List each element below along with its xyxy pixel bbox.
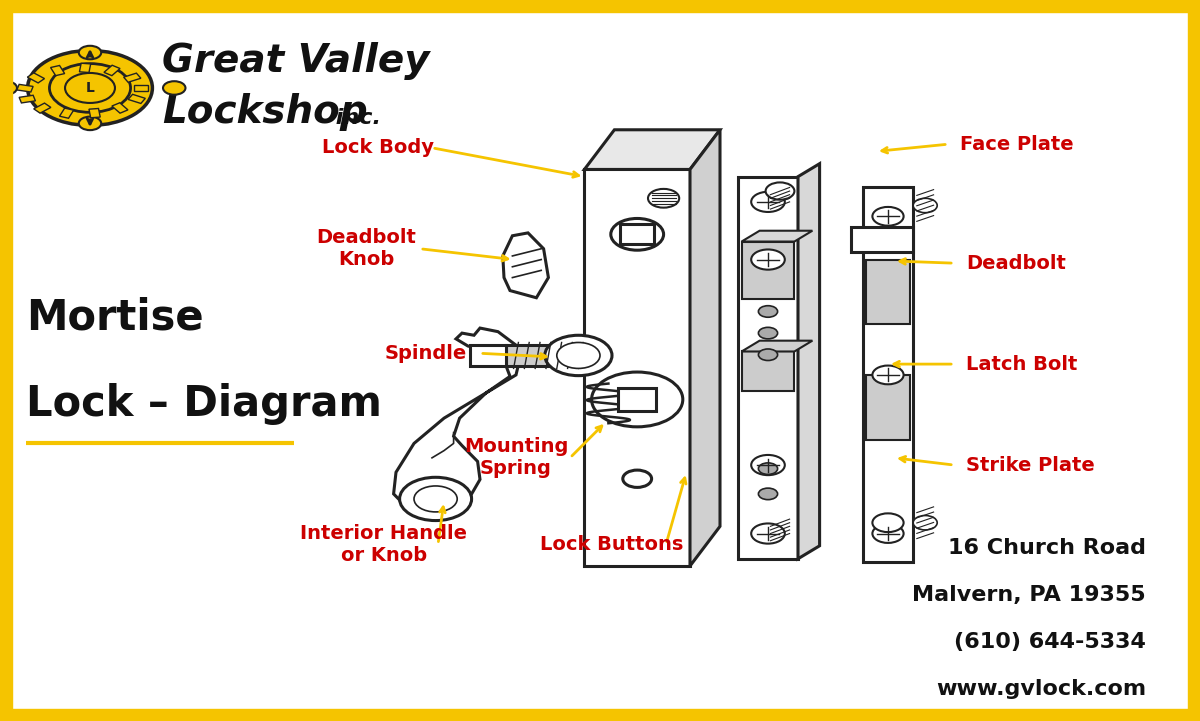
Circle shape <box>758 463 778 474</box>
Circle shape <box>557 342 600 368</box>
Bar <box>134 85 149 91</box>
Bar <box>863 187 913 562</box>
Circle shape <box>758 488 778 500</box>
Bar <box>28 73 44 83</box>
Circle shape <box>623 470 652 487</box>
Text: Interior Handle
or Knob: Interior Handle or Knob <box>300 524 468 565</box>
Text: Spindle: Spindle <box>385 344 467 363</box>
Polygon shape <box>690 130 720 566</box>
Bar <box>851 227 913 252</box>
Bar <box>104 65 120 76</box>
Bar <box>620 224 654 244</box>
Circle shape <box>766 182 794 200</box>
Polygon shape <box>742 341 812 352</box>
Text: Deadbolt: Deadbolt <box>966 254 1066 273</box>
Text: Deadbolt
Knob: Deadbolt Knob <box>316 229 416 269</box>
Circle shape <box>49 63 131 112</box>
Circle shape <box>545 335 612 376</box>
Circle shape <box>611 218 664 250</box>
Bar <box>742 242 794 299</box>
Bar <box>738 177 798 559</box>
Circle shape <box>648 189 679 208</box>
Circle shape <box>414 486 457 512</box>
Bar <box>128 94 145 103</box>
Bar <box>124 73 140 82</box>
Circle shape <box>872 513 904 532</box>
Bar <box>50 66 65 76</box>
Text: Lockshop: Lockshop <box>162 93 367 131</box>
Circle shape <box>65 73 115 103</box>
Bar <box>112 103 128 113</box>
Circle shape <box>0 81 17 94</box>
Text: L: L <box>85 81 95 95</box>
Circle shape <box>913 516 937 530</box>
Circle shape <box>872 207 904 226</box>
Circle shape <box>758 306 778 317</box>
Circle shape <box>400 477 472 521</box>
Circle shape <box>758 349 778 360</box>
Bar <box>742 352 794 391</box>
Bar <box>866 375 910 440</box>
Text: Mortise: Mortise <box>26 296 204 338</box>
Bar <box>89 108 101 118</box>
Circle shape <box>79 117 101 130</box>
Polygon shape <box>503 233 548 298</box>
Polygon shape <box>742 231 812 242</box>
Circle shape <box>79 46 101 59</box>
Circle shape <box>592 372 683 427</box>
Bar <box>17 84 34 92</box>
Circle shape <box>751 455 785 475</box>
Text: Latch Bolt: Latch Bolt <box>966 355 1078 373</box>
Circle shape <box>751 249 785 270</box>
Text: Strike Plate: Strike Plate <box>966 456 1094 474</box>
Text: Face Plate: Face Plate <box>960 135 1074 154</box>
Text: inc.: inc. <box>328 107 380 128</box>
Circle shape <box>751 192 785 212</box>
Text: Lock Buttons: Lock Buttons <box>540 535 684 554</box>
Text: www.gvlock.com: www.gvlock.com <box>936 678 1146 699</box>
Bar <box>34 103 50 113</box>
Circle shape <box>28 50 152 125</box>
Polygon shape <box>798 164 820 559</box>
Bar <box>60 108 73 118</box>
Bar <box>470 345 506 366</box>
Bar <box>506 345 584 366</box>
Text: Lock Body: Lock Body <box>322 138 434 157</box>
Polygon shape <box>394 328 522 512</box>
Circle shape <box>758 327 778 339</box>
Text: Malvern, PA 19355: Malvern, PA 19355 <box>912 585 1146 605</box>
Circle shape <box>872 366 904 384</box>
Text: Lock – Diagram: Lock – Diagram <box>26 383 383 425</box>
Bar <box>79 63 91 73</box>
Polygon shape <box>584 130 720 169</box>
Bar <box>866 260 910 324</box>
Bar <box>19 95 36 103</box>
Text: Mounting
Spring: Mounting Spring <box>464 438 568 478</box>
Bar <box>584 169 690 566</box>
Bar <box>618 388 656 411</box>
Circle shape <box>913 198 937 213</box>
Circle shape <box>751 523 785 544</box>
Text: Great Valley: Great Valley <box>162 43 430 80</box>
Text: 16 Church Road: 16 Church Road <box>948 538 1146 558</box>
Circle shape <box>872 524 904 543</box>
Text: (610) 644-5334: (610) 644-5334 <box>954 632 1146 652</box>
Circle shape <box>163 81 186 94</box>
